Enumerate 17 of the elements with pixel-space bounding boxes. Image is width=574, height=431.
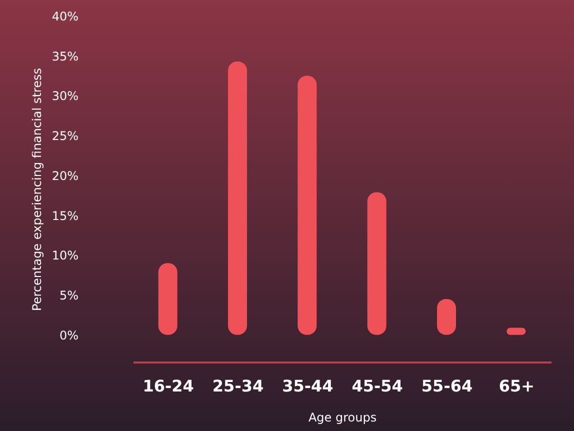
y-tick-label: 30% <box>52 89 78 104</box>
y-tick-label: 20% <box>52 168 78 183</box>
x-axis-title: Age groups <box>308 410 377 424</box>
x-tick-label: 45-54 <box>352 376 403 396</box>
x-tick-label: 55-64 <box>421 376 473 396</box>
y-axis-title: Percentage experiencing financial stress <box>30 68 44 311</box>
y-tick-label: 40% <box>52 10 78 24</box>
y-tick-label: 35% <box>52 49 78 64</box>
y-tick-label: 10% <box>52 248 78 263</box>
x-tick-label: 35-44 <box>282 376 334 396</box>
x-tick-label: 65+ <box>498 376 535 396</box>
y-tick-label: 15% <box>52 208 78 223</box>
y-tick-label: 25% <box>52 129 78 144</box>
x-tick-label: 16-24 <box>142 376 194 396</box>
y-tick-label: 0% <box>59 328 78 342</box>
y-tick-label: 5% <box>59 288 78 303</box>
x-tick-label: 25-34 <box>212 376 264 396</box>
